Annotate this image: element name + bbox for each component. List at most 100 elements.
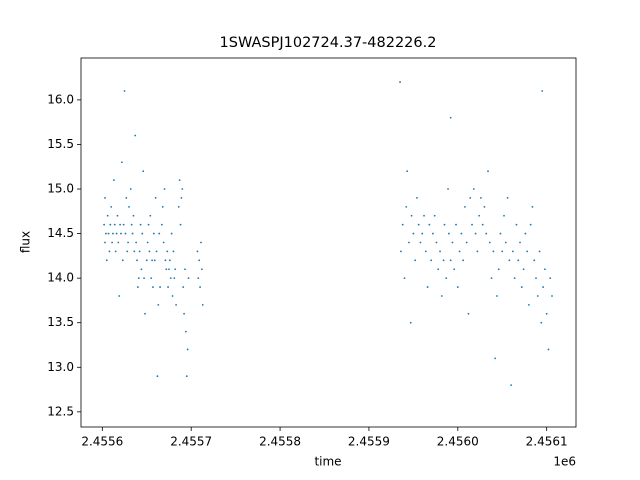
data-point	[437, 268, 440, 271]
data-point	[472, 188, 475, 190]
data-point	[410, 214, 413, 217]
data-point	[147, 223, 150, 226]
data-point	[515, 223, 518, 226]
y-tick-label: 13.5	[47, 315, 74, 329]
data-point	[406, 170, 409, 173]
data-point	[113, 223, 116, 226]
data-point	[182, 286, 185, 288]
data-point	[107, 232, 110, 235]
data-point	[200, 268, 203, 271]
data-point	[137, 277, 140, 280]
data-point	[109, 223, 112, 226]
data-point	[433, 214, 436, 217]
data-point	[524, 232, 527, 235]
data-point	[399, 81, 401, 83]
data-point	[132, 214, 135, 217]
data-point	[174, 268, 177, 271]
x-axis-label: time	[314, 455, 341, 469]
data-point	[442, 259, 445, 262]
data-point	[134, 134, 137, 137]
data-point	[412, 232, 415, 235]
data-point	[127, 241, 130, 244]
data-point	[121, 259, 124, 262]
data-point	[130, 223, 133, 226]
data-point	[478, 214, 481, 217]
x-tick-label: 2.4558	[259, 435, 301, 449]
data-point	[499, 232, 502, 235]
data-point	[181, 188, 184, 190]
data-point	[200, 241, 202, 244]
data-point	[483, 205, 486, 208]
data-point	[526, 250, 529, 253]
data-point	[496, 295, 498, 297]
data-point	[471, 223, 473, 226]
data-point	[170, 232, 173, 235]
data-point	[166, 250, 169, 253]
data-point	[400, 250, 402, 253]
data-point	[512, 250, 514, 253]
data-point	[439, 250, 441, 253]
data-point	[120, 232, 122, 235]
y-tick-label: 13.0	[47, 360, 74, 374]
data-point	[172, 250, 175, 253]
data-point	[120, 161, 123, 164]
data-point	[125, 197, 128, 199]
data-point	[168, 268, 170, 271]
data-point	[117, 241, 120, 244]
data-point	[432, 232, 434, 235]
data-point	[104, 197, 106, 199]
data-point	[186, 348, 189, 351]
data-point	[122, 223, 125, 226]
data-point	[513, 277, 516, 280]
data-point	[104, 232, 107, 235]
data-point	[527, 303, 530, 306]
data-point	[150, 277, 153, 280]
data-point	[469, 197, 472, 199]
data-point	[123, 90, 126, 92]
x-offset-label: 1e6	[553, 455, 576, 469]
data-point	[198, 259, 201, 262]
data-point	[536, 295, 539, 297]
data-point	[510, 384, 513, 387]
data-point	[416, 197, 418, 199]
data-point	[535, 277, 537, 280]
data-point	[506, 197, 509, 199]
data-point	[136, 286, 139, 288]
data-point	[520, 286, 523, 288]
data-point	[417, 223, 420, 226]
data-point	[451, 241, 454, 244]
data-point	[549, 277, 552, 280]
data-point	[419, 241, 422, 244]
data-point	[543, 268, 546, 271]
data-point	[480, 197, 482, 199]
data-point	[408, 241, 410, 244]
data-point	[449, 259, 452, 262]
y-tick-label: 15.0	[47, 182, 74, 196]
data-point	[465, 241, 468, 244]
data-point	[490, 277, 493, 280]
data-point	[131, 232, 134, 235]
x-tick-label: 2.4559	[348, 435, 390, 449]
data-point	[157, 303, 160, 306]
data-point	[462, 259, 465, 262]
x-tick-label: 2.4561	[526, 435, 568, 449]
y-tick-label: 16.0	[47, 92, 74, 106]
data-point	[455, 223, 457, 226]
data-point	[533, 259, 536, 262]
data-point	[435, 241, 438, 244]
data-point	[149, 214, 152, 217]
data-point	[405, 205, 408, 208]
data-point	[428, 223, 431, 226]
data-point	[476, 250, 479, 253]
data-point	[538, 250, 541, 253]
data-point	[179, 223, 182, 226]
data-point	[542, 286, 545, 288]
data-point	[161, 205, 164, 208]
data-point	[522, 268, 525, 271]
data-point	[184, 330, 187, 333]
data-point	[481, 223, 484, 226]
data-point	[487, 170, 489, 173]
data-point	[169, 277, 172, 280]
y-axis-label: flux	[19, 231, 33, 253]
